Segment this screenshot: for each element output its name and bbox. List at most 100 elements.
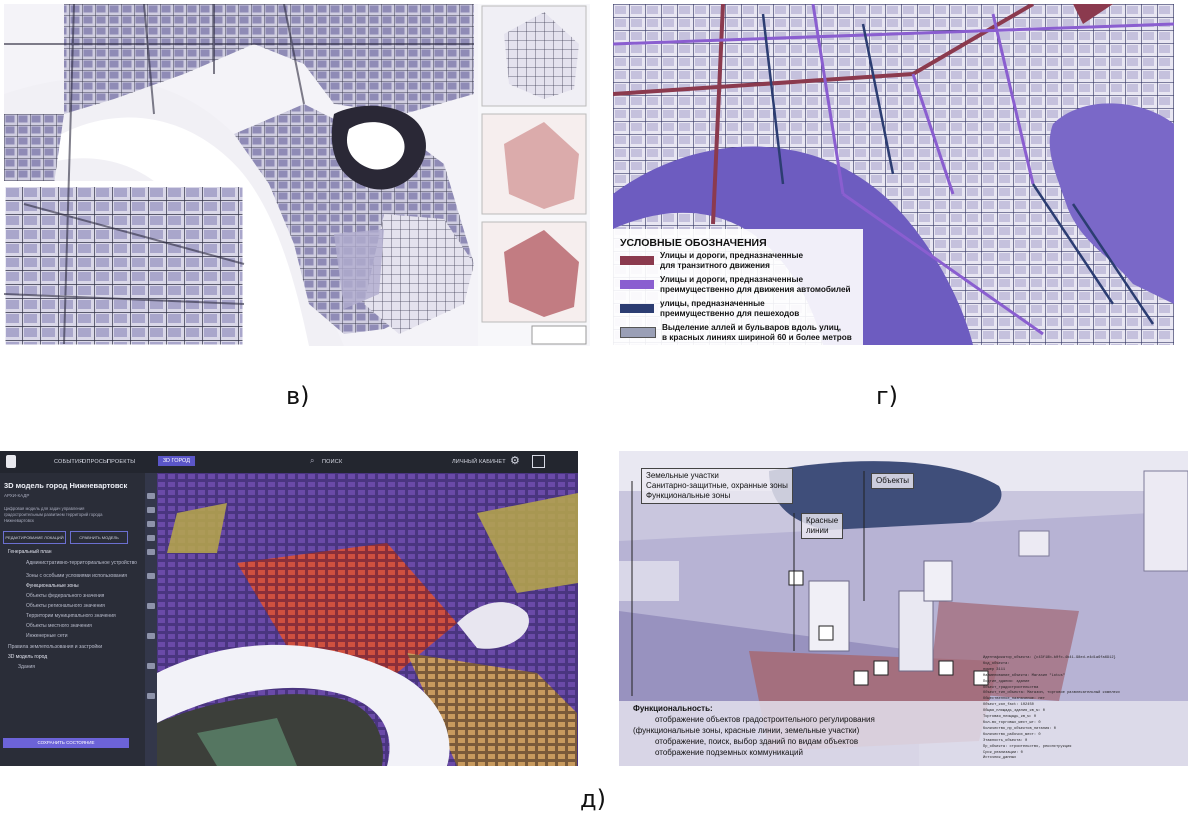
attribute-line: Количество_пр_объектов_питания: 0 bbox=[983, 726, 1057, 731]
legend-item-car: Улицы и дороги, предназначенные преимущес… bbox=[620, 275, 851, 294]
attribute-line: Подтип_здания: здание bbox=[983, 679, 1030, 684]
map-toolbar bbox=[145, 473, 157, 766]
attribute-line: Наименование_объекта: Магазин "Lotus" bbox=[983, 673, 1065, 678]
nav-projects[interactable]: ПРОЕКТЫ bbox=[107, 459, 136, 465]
legend-label: преимущественно для пешеходов bbox=[660, 308, 800, 318]
personal-cabinet-link[interactable]: ЛИЧНЫЙ КАБИНЕТ bbox=[452, 459, 506, 465]
layer-regional-objects[interactable]: Объекты регионального значения bbox=[26, 603, 105, 609]
layer-buildings[interactable]: Здания bbox=[18, 664, 35, 670]
map-icon[interactable] bbox=[532, 455, 545, 468]
callout-line: Санитарно-защитные, охранные зоны bbox=[646, 481, 788, 490]
tool-button[interactable] bbox=[147, 573, 155, 579]
functionality-item: (функциональные зоны, красные линии, зем… bbox=[633, 726, 860, 735]
legend-label: преимущественно для движения автомобилей bbox=[660, 284, 851, 294]
tool-button[interactable] bbox=[147, 633, 155, 639]
callout-line: Красные bbox=[806, 516, 839, 525]
attribute-line: Количество_рабочих_мест: 0 bbox=[983, 732, 1041, 737]
street-map-drawing bbox=[613, 4, 1174, 345]
layer-admin-division[interactable]: Административно-территориальное устройст… bbox=[26, 560, 137, 566]
save-state-button[interactable]: СОХРАНИТЬ СОСТОЯНИЕ bbox=[3, 738, 129, 748]
edit-locations-button[interactable]: РЕДАКТИРОВАНИЕ ЛОКАЦИЙ bbox=[3, 531, 66, 544]
project-title: 3D модель город Нижневартовск bbox=[4, 481, 128, 490]
tool-button[interactable] bbox=[147, 549, 155, 555]
tool-button[interactable] bbox=[147, 507, 155, 513]
tool-button[interactable] bbox=[147, 493, 155, 499]
legend-swatch-pedestrian bbox=[620, 304, 654, 313]
attribute-line: Объект_тип_объекта: Магазин, торговое ра… bbox=[983, 691, 1121, 696]
callout-line: линии bbox=[806, 526, 829, 535]
search-label[interactable]: ПОИСК bbox=[322, 459, 343, 465]
legend-swatch-transit bbox=[620, 256, 654, 265]
tool-button[interactable] bbox=[147, 663, 155, 669]
legend-item-pedestrian: улицы, предназначенные преимущественно дл… bbox=[620, 299, 799, 318]
layer-engineering-networks[interactable]: Инженерные сети bbox=[26, 633, 68, 639]
legend-swatch-alleys bbox=[620, 327, 656, 338]
plan-map-drawing bbox=[4, 4, 590, 346]
callout-line: Земельные участки bbox=[646, 471, 719, 480]
3d-map-viewport[interactable] bbox=[157, 473, 578, 766]
attribute-line: Объект_градостроительства bbox=[983, 685, 1039, 690]
legend-title: УСЛОВНЫЕ ОБОЗНАЧЕНИЯ bbox=[620, 237, 767, 249]
layer-zoning-rules[interactable]: Правила землепользования и застройки bbox=[8, 644, 103, 650]
panel-g-street-classification-map: УСЛОВНЫЕ ОБОЗНАЧЕНИЯ Улицы и дороги, пре… bbox=[613, 4, 1174, 345]
tool-button[interactable] bbox=[147, 603, 155, 609]
callout-land-zones: Земельные участки Санитарно-защитные, ох… bbox=[641, 468, 793, 504]
caption-d: д) bbox=[580, 785, 606, 813]
legend-item-alleys: Выделение аллей и бульваров вдоль улиц, в… bbox=[620, 323, 852, 342]
attribute-line: номер 3111 bbox=[983, 667, 1006, 672]
legend-label: улицы, предназначенные bbox=[660, 299, 765, 308]
legend-label: Выделение аллей и бульваров вдоль улиц, bbox=[662, 323, 842, 332]
compare-model-button[interactable]: СРАВНИТЬ МОДЕЛЬ bbox=[70, 531, 128, 544]
panel-d-3d-scene: Земельные участки Санитарно-защитные, ох… bbox=[619, 451, 1188, 766]
layer-local-objects[interactable]: Объекты местного значения bbox=[26, 623, 92, 629]
layer-3d-city-model[interactable]: 3D модель город bbox=[8, 654, 48, 660]
legend-item-transit: Улицы и дороги, предназначенные для транз… bbox=[620, 251, 803, 270]
layer-federal-objects[interactable]: Объекты федерального значения bbox=[26, 593, 105, 599]
panel-v-urban-plan-map bbox=[4, 4, 590, 346]
functionality-block: Функциональность: отображение объектов г… bbox=[633, 703, 875, 758]
search-icon[interactable]: ⌕ bbox=[310, 456, 315, 465]
project-desc-3: Нижневартовск bbox=[4, 518, 34, 523]
attribute-line: Торговая_площадь_кв_м: 0 bbox=[983, 715, 1037, 720]
caption-g: г) bbox=[876, 382, 898, 410]
attribute-line: Этажность_объекта: 0 bbox=[983, 738, 1028, 743]
city-logo[interactable] bbox=[6, 455, 16, 468]
attribute-line: Код_объекта: bbox=[983, 661, 1010, 666]
nav-polls[interactable]: ОПРОСЫ bbox=[82, 459, 109, 465]
tool-button[interactable] bbox=[147, 521, 155, 527]
functionality-item: отображение подземных коммуникаций bbox=[655, 748, 803, 757]
tool-button[interactable] bbox=[147, 693, 155, 699]
legend-swatch-car bbox=[620, 280, 654, 289]
attribute-line: Кол-во_торговых_мест_шт: 0 bbox=[983, 720, 1041, 725]
object-attributes-panel: Идентификатор_объекта: {c43f18b-b0fc-4b4… bbox=[983, 656, 1120, 762]
legend-label: Улицы и дороги, предназначенные bbox=[660, 251, 804, 260]
tool-button[interactable] bbox=[147, 535, 155, 541]
callout-objects: Объекты bbox=[871, 473, 914, 489]
attribute-line: Объект_кол_fact: 102450 bbox=[983, 703, 1034, 708]
attribute-line: Идентификатор_объекта: {c43f18b-b0fc-4b4… bbox=[983, 656, 1116, 660]
attribute-line: Источник_данных bbox=[983, 756, 1017, 761]
legend-label: в красных линиях шириной 60 и более метр… bbox=[662, 332, 852, 342]
functionality-item: отображение объектов градостроительного … bbox=[655, 715, 875, 724]
legend-label: Улицы и дороги, предназначенные bbox=[660, 275, 804, 284]
settings-icon[interactable]: ⚙ bbox=[510, 455, 520, 467]
layer-municipal-territories[interactable]: Территории муниципального значения bbox=[26, 613, 116, 619]
attribute-line: Общественное_назначение: нет bbox=[983, 697, 1045, 702]
attribute-line: Общая_площадь_здания_кв_м: 0 bbox=[983, 709, 1045, 714]
layer-special-zones[interactable]: Зоны с особыми условиями использования bbox=[26, 573, 127, 579]
callout-line: Функциональные зоны bbox=[646, 491, 731, 500]
attribute-line: Срок_реализации: 0 bbox=[983, 750, 1023, 755]
app-sidebar: 3D модель город Нижневартовск АРХИ-КАДР … bbox=[0, 473, 145, 766]
app-top-bar: СОБЫТИЯ ОПРОСЫ ПРОЕКТЫ 3D ГОРОД ⌕ ПОИСК … bbox=[0, 451, 578, 473]
nav-events[interactable]: СОБЫТИЯ bbox=[54, 459, 84, 465]
functionality-title: Функциональность: bbox=[633, 704, 713, 713]
legend-label: для транзитного движения bbox=[660, 260, 770, 270]
project-subtitle: АРХИ-КАДР bbox=[4, 493, 30, 498]
layer-master-plan[interactable]: Генеральный план bbox=[8, 549, 52, 555]
attribute-line: Пр_объекта: строительство, реконструкция bbox=[983, 744, 1072, 749]
functionality-item: отображение, поиск, выбор зданий по вида… bbox=[655, 737, 859, 746]
tab-3d-city[interactable]: 3D ГОРОД bbox=[158, 456, 195, 466]
caption-v: в) bbox=[286, 382, 310, 410]
layer-functional-zones[interactable]: Функциональные зоны bbox=[26, 583, 79, 589]
project-desc-2: градостроительным развитием территорий г… bbox=[4, 512, 103, 517]
